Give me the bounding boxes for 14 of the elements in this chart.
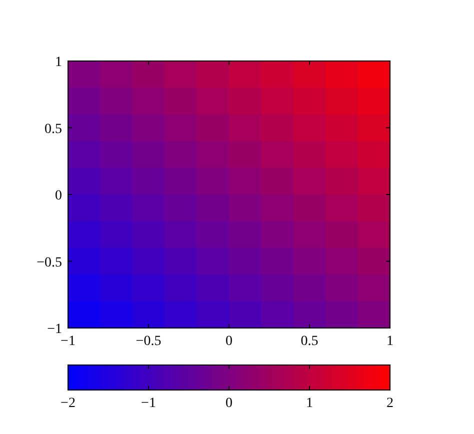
x-tick-label: 1 — [386, 334, 394, 349]
y-tick-label: 0.5 — [44, 122, 62, 137]
y-tick-label: 0 — [55, 188, 62, 204]
x-tick-label: −0.5 — [136, 334, 162, 349]
color-bar-label: 0 — [226, 396, 232, 411]
color-bar-label: −2 — [60, 396, 76, 411]
color-bar-label: 2 — [386, 396, 394, 411]
color-bar-label: 1 — [306, 396, 313, 411]
y-tick-label: 1 — [55, 55, 62, 70]
x-tick-label: 0 — [226, 334, 232, 349]
y-tick-label: −0.5 — [36, 255, 62, 270]
x-tick-label: 0.5 — [300, 334, 318, 349]
color-bar-label: −1 — [141, 396, 156, 411]
y-tick-label: −1 — [47, 322, 62, 337]
